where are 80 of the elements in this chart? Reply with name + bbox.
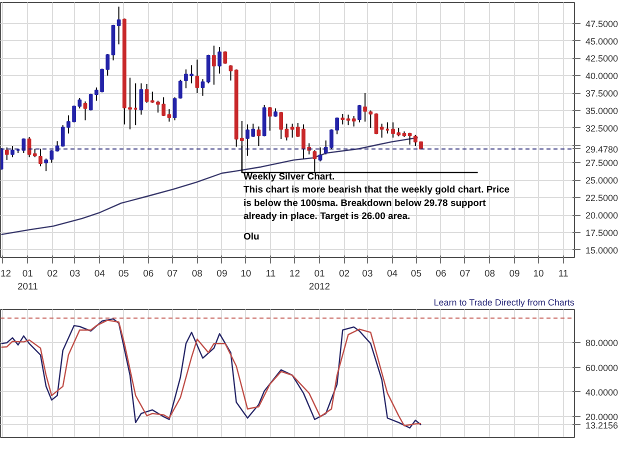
candlestick bbox=[144, 84, 149, 104]
candlestick bbox=[284, 123, 289, 141]
x-tick-label: 11 bbox=[558, 268, 568, 280]
x-tick-label: 05 bbox=[410, 268, 422, 280]
candlestick bbox=[368, 110, 373, 128]
candlestick bbox=[178, 79, 182, 100]
annotation: Weekly Silver Chart. This chart is more bearish that the weekly gold chart. Price is below the 100sma. Breakdown below 29.78 support already in place. Target is 26.00 area. bbox=[244, 172, 510, 222]
candlestick bbox=[363, 92, 367, 122]
y-tick-label: 80.0000 bbox=[586, 338, 618, 348]
x-tick-label: 06 bbox=[436, 268, 446, 280]
candlestick bbox=[340, 113, 345, 125]
x-tick-label: 07 bbox=[167, 268, 178, 280]
x-tick-label: 04 bbox=[94, 268, 105, 280]
candlestick bbox=[380, 123, 384, 138]
y-tick-label: 20.0000 bbox=[586, 412, 618, 422]
x-tick-label: 01 2011 bbox=[17, 268, 38, 293]
x-tick-label: 10 bbox=[240, 268, 252, 280]
y-tick-label: 42.5000 bbox=[586, 54, 618, 64]
x-tick-label: 10 bbox=[533, 268, 544, 280]
x-tick-label: 11 bbox=[266, 268, 276, 280]
y-tick-label: 13.2156 bbox=[586, 420, 618, 430]
y-tick-label: 25.0000 bbox=[586, 176, 618, 186]
candlestick bbox=[212, 45, 216, 86]
candlestick bbox=[335, 116, 340, 135]
candlestick bbox=[256, 126, 261, 147]
y-tick-label: 22.5000 bbox=[586, 193, 618, 204]
x-tick-label: 08 bbox=[192, 268, 202, 280]
x-tick-label: 12 bbox=[0, 268, 12, 280]
y-tick-label: 15.0000 bbox=[586, 245, 618, 256]
candlestick bbox=[150, 91, 154, 104]
y-tick-label: 32.5000 bbox=[586, 123, 618, 134]
candlestick bbox=[228, 64, 233, 82]
y-tick-label: 35.0000 bbox=[586, 106, 618, 116]
candlestick bbox=[38, 148, 42, 167]
candlestick bbox=[352, 116, 356, 128]
candlestick bbox=[358, 104, 362, 123]
x-tick-label: 06 bbox=[143, 268, 154, 280]
x-tick-label: 04 bbox=[386, 268, 398, 280]
candlestick bbox=[324, 140, 328, 155]
y-tick-label: 40.0000 bbox=[586, 71, 618, 82]
x-tick-label: 01 2012 bbox=[308, 268, 330, 293]
y-tick-label: 20.0000 bbox=[586, 210, 618, 220]
candlestick bbox=[10, 146, 14, 158]
candlestick bbox=[268, 106, 272, 132]
candlestick bbox=[195, 59, 200, 94]
x-tick-label: 05 bbox=[118, 268, 129, 280]
y-tick-label: 60.0000 bbox=[586, 362, 618, 373]
x-tick-label: 02 bbox=[338, 268, 350, 280]
y-tick-label: 45.0000 bbox=[586, 36, 618, 46]
x-tick-label: 02 bbox=[47, 268, 58, 280]
candlestick bbox=[279, 111, 284, 140]
y-tick-label: 27.5000 bbox=[586, 158, 618, 168]
y-tick-label: 47.5000 bbox=[586, 18, 618, 29]
candlestick bbox=[4, 146, 9, 160]
candlestick bbox=[44, 158, 48, 172]
x-tick-label: 08 bbox=[484, 268, 496, 280]
annotation: Olu bbox=[244, 232, 260, 242]
x-tick-label: 09 bbox=[216, 268, 228, 280]
y-tick-label: 37.5000 bbox=[586, 88, 618, 99]
x-tick-label: 03 bbox=[70, 268, 80, 280]
candlestick bbox=[290, 123, 294, 138]
candlestick bbox=[200, 78, 205, 96]
text: Learn to Trade Directly from Charts bbox=[434, 298, 575, 308]
candlestick bbox=[50, 150, 54, 164]
y-tick-label: 17.5000 bbox=[586, 228, 618, 238]
candlestick bbox=[172, 96, 177, 121]
candlestick bbox=[223, 50, 228, 64]
x-tick-label: 09 bbox=[509, 268, 520, 280]
candlestick bbox=[139, 82, 144, 116]
candlestick bbox=[83, 100, 88, 121]
y-tick-label: 40.0000 bbox=[586, 387, 618, 398]
candlestick bbox=[218, 46, 222, 74]
x-tick-label: 03 bbox=[362, 268, 373, 280]
candlestick bbox=[88, 93, 93, 111]
candlestick bbox=[318, 146, 322, 162]
candlestick bbox=[330, 128, 334, 150]
x-tick-label: 12 bbox=[289, 268, 300, 280]
ref-line-label: 29.4780 bbox=[586, 144, 618, 154]
candlestick bbox=[116, 6, 121, 45]
x-tick-label: 07 bbox=[460, 268, 470, 280]
